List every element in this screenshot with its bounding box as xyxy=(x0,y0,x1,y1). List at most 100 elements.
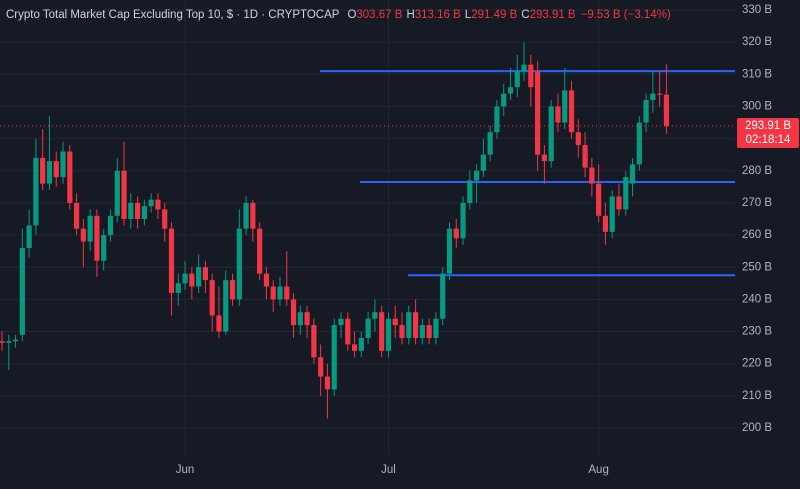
candle-body xyxy=(216,315,222,332)
candle-body xyxy=(141,206,147,219)
candle-body xyxy=(657,93,663,95)
candle-body xyxy=(168,228,175,293)
candle-body xyxy=(107,215,114,236)
header-text: 293.91 B xyxy=(530,9,576,21)
candle-body xyxy=(229,280,236,300)
candle-body xyxy=(650,93,656,101)
candle-body xyxy=(26,225,32,248)
candle-body xyxy=(196,267,202,287)
y-tick-label: 330 B xyxy=(742,4,772,16)
candle-body xyxy=(263,273,270,287)
header-text: O xyxy=(347,9,356,21)
candle-body xyxy=(379,312,385,351)
candle-body xyxy=(399,325,405,338)
candle-body xyxy=(162,209,168,229)
candle-body xyxy=(494,106,500,133)
candle-body xyxy=(474,170,480,181)
candle-body xyxy=(514,71,520,88)
candle-body xyxy=(453,228,459,239)
candle-body xyxy=(623,177,629,210)
y-tick-label: 260 B xyxy=(742,229,772,241)
candle-body xyxy=(392,318,398,326)
candle-body xyxy=(372,312,378,319)
y-tick-label: 220 B xyxy=(742,358,772,370)
header-text: Crypto Total Market Cap Excluding Top 10… xyxy=(6,9,340,21)
candle-body xyxy=(0,341,5,343)
candle-body xyxy=(101,235,107,261)
candle-body xyxy=(284,286,290,300)
candle-body xyxy=(426,325,432,338)
candle-body xyxy=(358,337,364,351)
candle-body xyxy=(521,64,527,72)
y-tick-label: 230 B xyxy=(742,326,772,338)
x-tick-label: Aug xyxy=(588,464,608,476)
y-tick-label: 270 B xyxy=(742,197,772,209)
header-text: C xyxy=(521,9,529,21)
candle-body xyxy=(243,202,249,229)
header-text: H xyxy=(406,9,414,21)
candle-body xyxy=(487,132,493,155)
candle-body xyxy=(589,167,595,184)
candle-body xyxy=(46,161,53,184)
last-price-label: 293.91 B xyxy=(745,120,791,132)
candle-body xyxy=(385,318,392,351)
candle-body xyxy=(277,286,283,300)
candle-body xyxy=(616,196,622,210)
candle-body xyxy=(175,283,181,293)
header-text: 303.67 B xyxy=(356,9,402,21)
header-text: 313.16 B xyxy=(415,9,461,21)
candle-body xyxy=(67,151,73,203)
candle-body xyxy=(446,228,453,274)
candle-body xyxy=(365,318,371,338)
candle-body xyxy=(189,273,195,287)
candle-body xyxy=(345,318,351,345)
header-text: −9.53 B (−3.14%) xyxy=(581,9,671,21)
y-tick-label: 210 B xyxy=(742,390,772,402)
candle-body xyxy=(528,64,534,88)
candle-body xyxy=(60,151,66,178)
candle-body xyxy=(318,357,324,377)
candle-body xyxy=(94,215,100,261)
candle-body xyxy=(562,90,568,123)
candle-body xyxy=(80,228,86,242)
candle-body xyxy=(223,280,229,332)
candle-body xyxy=(555,106,561,123)
candle-body xyxy=(121,170,127,219)
y-tick-label: 250 B xyxy=(742,261,772,273)
last-price-box xyxy=(737,118,799,149)
candle-body xyxy=(501,93,507,107)
candle-body xyxy=(419,325,425,338)
header: Crypto Total Market Cap Excluding Top 10… xyxy=(6,9,671,21)
y-tick-label: 300 B xyxy=(742,100,772,112)
candle-body xyxy=(629,164,636,184)
candle-body xyxy=(33,157,39,226)
candle-body xyxy=(148,199,154,207)
candle-body xyxy=(575,132,581,146)
candle-body xyxy=(6,341,12,343)
candle-body xyxy=(73,202,80,229)
candle-body xyxy=(250,202,256,229)
header-text: 291.49 B xyxy=(471,9,517,21)
candle-body xyxy=(480,154,486,171)
candle-body xyxy=(257,228,263,274)
candle-body xyxy=(236,228,242,300)
countdown-label: 02:18:14 xyxy=(746,134,791,146)
candle-body xyxy=(135,202,141,219)
candle-body xyxy=(663,94,670,127)
candle-body xyxy=(202,267,208,281)
candle-body xyxy=(596,183,602,216)
candle-body xyxy=(351,344,358,351)
candle-body xyxy=(460,202,466,239)
y-tick-label: 310 B xyxy=(742,68,772,80)
x-tick-label: Jul xyxy=(381,464,396,476)
candle-body xyxy=(643,100,649,123)
candle-body xyxy=(12,339,19,342)
candle-body xyxy=(19,247,25,335)
y-tick-label: 280 B xyxy=(742,165,772,177)
x-tick-label: Jun xyxy=(176,464,195,476)
candle-body xyxy=(609,196,615,232)
candle-body xyxy=(467,180,473,203)
